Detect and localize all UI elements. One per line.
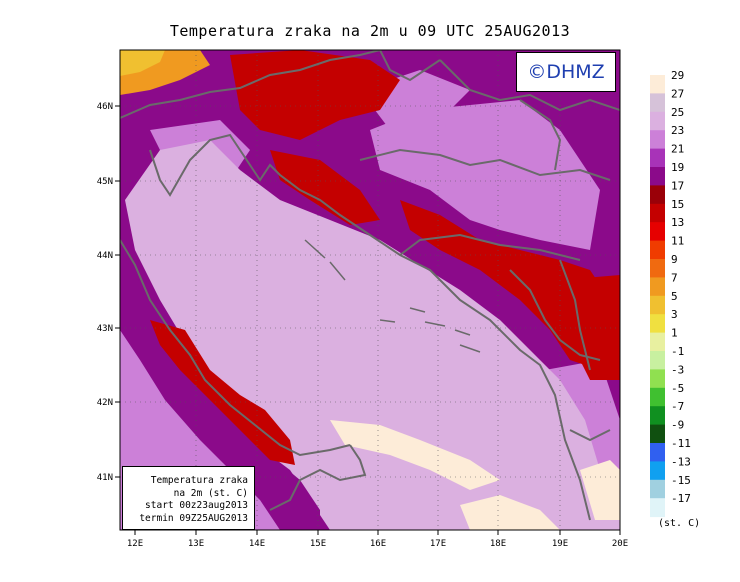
colorbar-swatch bbox=[650, 351, 665, 370]
colorbar-swatch bbox=[650, 185, 665, 205]
colorbar-swatch bbox=[650, 111, 665, 131]
lat-label: 44N bbox=[97, 251, 113, 261]
field-north-hot bbox=[270, 150, 380, 225]
colorbar-label: 17 bbox=[671, 179, 684, 192]
colorbar-swatch bbox=[650, 75, 665, 94]
colorbar-label: -5 bbox=[671, 382, 684, 395]
colorbar-label: -15 bbox=[671, 474, 691, 487]
colorbar-label: 25 bbox=[671, 106, 684, 119]
colorbar-swatch bbox=[650, 406, 665, 426]
lat-label: 46N bbox=[97, 102, 113, 112]
lat-label: 42N bbox=[97, 398, 113, 408]
field-sea-hot bbox=[580, 460, 620, 520]
colorbar-label: -1 bbox=[671, 345, 684, 358]
colorbar-label: 11 bbox=[671, 235, 684, 248]
lat-axis: 46N 45N 44N 43N 42N 41N bbox=[97, 102, 120, 483]
temperature-field bbox=[120, 50, 620, 530]
colorbar-swatch bbox=[650, 222, 665, 242]
map-frame bbox=[119, 49, 621, 531]
map-title: Temperatura zraka na 2m u 09 UTC 25AUG20… bbox=[169, 22, 571, 40]
colorbar-label: 1 bbox=[671, 327, 678, 340]
colorbar-label: 19 bbox=[671, 161, 684, 174]
colorbar-label: -11 bbox=[671, 437, 691, 450]
colorbar-swatch bbox=[650, 277, 665, 297]
colorbar-swatch bbox=[650, 93, 665, 113]
colorbar: 29 27 25 23 21 19 17 15 13 11 9 7 5 3 1 -1 -3 -5 -7 -9 -11 -1… bbox=[650, 69, 691, 518]
lon-axis: 12E 13E 14E 15E 16E 17E 18E 19E 20E bbox=[127, 530, 628, 549]
info-line: Temperatura zraka bbox=[150, 475, 248, 486]
lon-label: 20E bbox=[612, 539, 628, 549]
field-sea-hot bbox=[460, 495, 560, 530]
lat-label: 41N bbox=[97, 473, 113, 483]
field-dinaric-hot bbox=[400, 200, 620, 370]
info-line: termin 09Z25AUG2013 bbox=[139, 512, 248, 524]
field-sea-hot bbox=[330, 420, 500, 490]
colorbar-swatch bbox=[650, 203, 665, 223]
colorbar-swatch bbox=[650, 148, 665, 168]
field-inland-warm bbox=[370, 100, 600, 250]
info-box: Temperatura zraka na 2m (st. C) start 00… bbox=[122, 466, 255, 530]
colorbar-label: -17 bbox=[671, 492, 691, 505]
colorbar-label: -3 bbox=[671, 363, 684, 376]
lon-label: 16E bbox=[370, 539, 386, 549]
colorbar-label: -9 bbox=[671, 419, 684, 432]
colorbar-label: 21 bbox=[671, 143, 684, 156]
colorbar-swatch bbox=[650, 387, 665, 407]
colorbar-swatch bbox=[650, 424, 665, 444]
islands bbox=[304, 239, 481, 353]
colorbar-swatch bbox=[650, 461, 665, 481]
colorbar-swatch bbox=[650, 130, 665, 150]
field-north-hot bbox=[230, 50, 400, 140]
info-line: na 2m (st. C) bbox=[173, 487, 248, 499]
colorbar-swatch bbox=[650, 259, 665, 278]
lon-label: 14E bbox=[249, 539, 265, 549]
colorbar-label: 3 bbox=[671, 308, 678, 321]
colorbar-swatch bbox=[650, 332, 665, 352]
colorbar-label: -7 bbox=[671, 400, 684, 413]
colorbar-swatch bbox=[650, 369, 665, 389]
lat-label: 43N bbox=[97, 324, 113, 334]
lon-label: 17E bbox=[430, 539, 446, 549]
colorbar-label: 7 bbox=[671, 271, 678, 284]
field-nw-hottest bbox=[120, 50, 165, 76]
colorbar-label: 15 bbox=[671, 198, 684, 211]
colorbar-swatch bbox=[650, 479, 665, 499]
lat-label: 45N bbox=[97, 177, 113, 187]
lon-label: 19E bbox=[552, 539, 568, 549]
colorbar-label: 29 bbox=[671, 69, 684, 82]
dhmz-logo: ©DHMZ bbox=[516, 52, 616, 92]
colorbar-label: 9 bbox=[671, 253, 678, 266]
lon-label: 18E bbox=[490, 539, 506, 549]
lon-label: 15E bbox=[310, 539, 326, 549]
colorbar-label: 5 bbox=[671, 290, 678, 303]
colorbar-swatch bbox=[650, 240, 665, 260]
graticule bbox=[120, 50, 620, 530]
colorbar-swatch bbox=[650, 498, 665, 518]
legend-unit: (st. C) bbox=[658, 518, 701, 529]
colorbar-swatch bbox=[650, 443, 665, 462]
colorbar-label: 23 bbox=[671, 124, 684, 137]
coastlines bbox=[120, 50, 620, 521]
colorbar-swatch bbox=[650, 314, 665, 334]
lon-label: 13E bbox=[188, 539, 204, 549]
colorbar-label: 27 bbox=[671, 87, 684, 100]
lon-label: 12E bbox=[127, 539, 143, 549]
colorbar-swatch bbox=[650, 295, 665, 315]
colorbar-swatch bbox=[650, 167, 665, 186]
info-line: start 00z23aug2013 bbox=[145, 500, 248, 511]
colorbar-label: 13 bbox=[671, 216, 684, 229]
colorbar-label: -13 bbox=[671, 455, 691, 468]
